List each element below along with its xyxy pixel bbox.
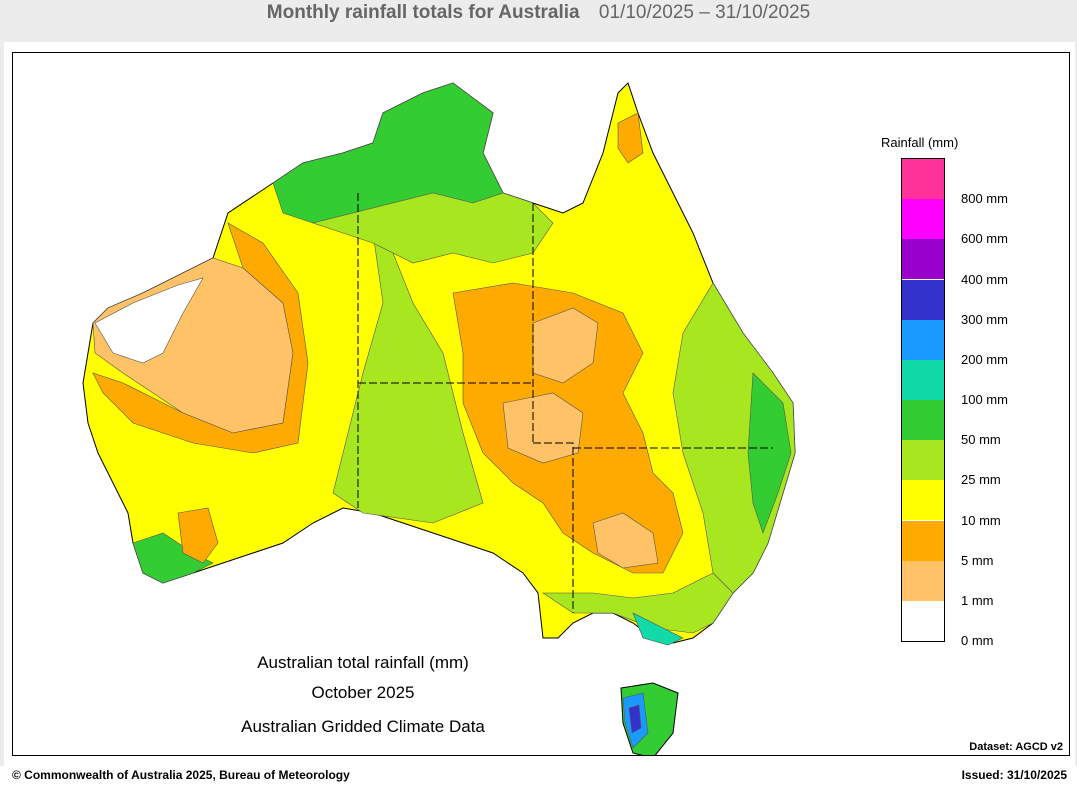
legend-swatch bbox=[902, 440, 944, 481]
southeast-green bbox=[542, 572, 734, 634]
northern-lightgreen bbox=[311, 192, 554, 264]
legend-label: 400 mm bbox=[961, 271, 1008, 287]
legend-label: 1 mm bbox=[961, 592, 994, 608]
legend-label: 50 mm bbox=[961, 432, 1001, 448]
page-footer: © Commonwealth of Australia 2025, Bureau… bbox=[0, 766, 1077, 788]
legend-color-bar bbox=[901, 158, 945, 642]
tasmania-wettest bbox=[628, 704, 642, 734]
map-panel: Rainfall (mm) 800 mm 600 mm 400 mm 300 mm 20… bbox=[12, 52, 1070, 756]
sa-qld-border bbox=[533, 442, 574, 613]
legend-label: 5 mm bbox=[961, 552, 994, 568]
southwest-orange bbox=[177, 507, 219, 564]
cape-york-orange bbox=[617, 112, 644, 164]
legend-swatch bbox=[902, 520, 944, 561]
dataset-label: Dataset: AGCD v2 bbox=[969, 741, 1063, 753]
date-range: 01/10/2025 – 31/10/2025 bbox=[598, 2, 811, 23]
central-green-band bbox=[332, 202, 484, 524]
legend-label: 600 mm bbox=[961, 231, 1008, 247]
central-light-orange-c bbox=[592, 512, 659, 569]
western-zero-region bbox=[94, 277, 204, 364]
legend-label: 25 mm bbox=[961, 472, 1001, 488]
legend-label: 800 mm bbox=[961, 191, 1008, 207]
map-caption-title: Australian total rainfall (mm) bbox=[257, 653, 469, 672]
legend-label: 100 mm bbox=[961, 392, 1008, 407]
southwest-green bbox=[132, 532, 214, 584]
legend-label: 0 mm bbox=[961, 633, 994, 648]
legend-swatch bbox=[902, 159, 944, 200]
legend-title: Rainfall (mm) bbox=[881, 135, 959, 150]
map-caption-dataset-name: Australian Gridded Climate Data bbox=[241, 717, 485, 736]
east-coast-dark-green bbox=[747, 372, 792, 534]
rainfall-map bbox=[82, 82, 796, 755]
legend-swatch bbox=[902, 600, 944, 641]
map-caption-period: October 2025 bbox=[311, 683, 415, 702]
legend-swatch bbox=[902, 480, 944, 521]
western-orange-band bbox=[92, 222, 309, 454]
legend-swatch bbox=[902, 560, 944, 601]
legend-swatch bbox=[902, 199, 944, 240]
legend-label: 10 mm bbox=[961, 512, 1001, 528]
issued-date: Issued: 31/10/2025 bbox=[961, 768, 1067, 782]
page-header: Monthly rainfall totals for Australia 01… bbox=[0, 0, 1077, 40]
legend-swatch bbox=[902, 359, 944, 400]
legend-swatch bbox=[902, 239, 944, 280]
legend-swatch bbox=[902, 279, 944, 320]
legend-swatch bbox=[902, 319, 944, 360]
central-light-orange-b bbox=[502, 392, 584, 464]
map-frame: Rainfall (mm) 800 mm 600 mm 400 mm 300 mm 20… bbox=[4, 42, 1075, 766]
legend-label: 200 mm bbox=[961, 351, 1008, 367]
legend-swatch bbox=[902, 400, 944, 441]
victoria-wet-area bbox=[632, 612, 684, 646]
copyright-text: © Commonwealth of Australia 2025, Bureau… bbox=[12, 768, 350, 782]
legend-label: 300 mm bbox=[961, 311, 1008, 327]
page-title: Monthly rainfall totals for Australia bbox=[266, 2, 580, 23]
